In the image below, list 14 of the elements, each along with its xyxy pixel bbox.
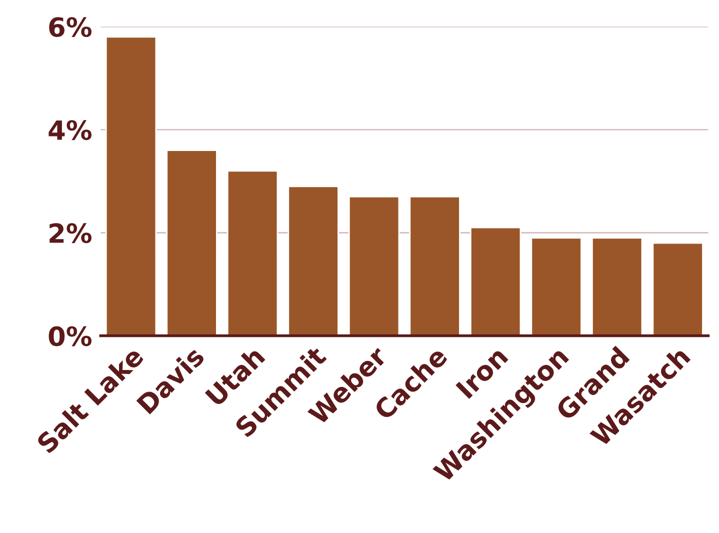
y-tick-label: 0% (48, 326, 92, 346)
y-tick-label: 4% (48, 120, 92, 140)
bar (288, 186, 339, 336)
y-tick-label: 2% (50, 223, 92, 244)
bar (105, 36, 157, 336)
bar (652, 242, 704, 336)
bar (226, 170, 278, 336)
bar (530, 237, 582, 336)
bar (166, 150, 218, 336)
bar (348, 196, 400, 336)
bar (470, 226, 522, 336)
bar (591, 237, 643, 336)
bar (409, 196, 460, 336)
y-tick-label: 6% (49, 17, 92, 38)
